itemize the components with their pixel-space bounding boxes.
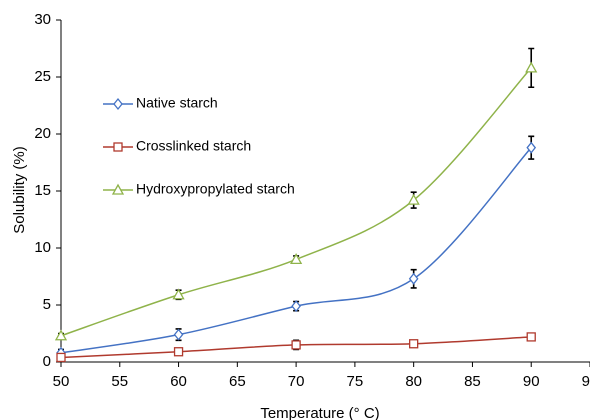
legend-label: Native starch [136, 95, 218, 111]
marker [525, 61, 538, 73]
y-tick-label: 0 [43, 353, 51, 370]
marker [113, 142, 123, 152]
y-tick-label: 20 [34, 125, 51, 142]
x-tick-label: 95 [582, 373, 590, 390]
x-tick-label: 85 [464, 373, 481, 390]
y-tick-label: 10 [34, 239, 51, 256]
x-tick-label: 55 [111, 373, 128, 390]
marker [526, 141, 537, 154]
marker [54, 329, 68, 341]
marker [56, 352, 66, 363]
marker [407, 193, 420, 205]
legend-label: Hydroxypropylated starch [136, 181, 295, 197]
marker [173, 328, 184, 341]
y-tick-label: 30 [34, 11, 51, 28]
marker [409, 339, 419, 349]
y-tick-label: 5 [43, 296, 51, 313]
marker [173, 347, 184, 357]
marker [526, 332, 536, 342]
marker [291, 340, 301, 350]
marker [172, 288, 185, 300]
x-tick-label: 65 [229, 373, 246, 390]
marker [291, 300, 301, 313]
marker [408, 272, 419, 285]
x-tick-label: 90 [523, 373, 540, 390]
y-tick-label: 25 [34, 68, 51, 85]
marker [111, 183, 125, 195]
marker [290, 253, 303, 265]
x-axis-label: Temperature (° C) [260, 405, 379, 420]
series-line [60, 67, 532, 337]
series-line [60, 147, 532, 354]
y-tick-label: 15 [34, 182, 51, 199]
marker [113, 97, 123, 111]
y-axis-label: Solubility (%) [11, 146, 28, 234]
x-tick-label: 75 [347, 373, 364, 390]
legend-label: Crosslinked starch [136, 138, 251, 154]
x-tick-label: 60 [170, 373, 187, 390]
x-tick-label: 80 [405, 373, 422, 390]
x-tick-label: 50 [53, 373, 70, 390]
x-tick-label: 70 [288, 373, 305, 390]
